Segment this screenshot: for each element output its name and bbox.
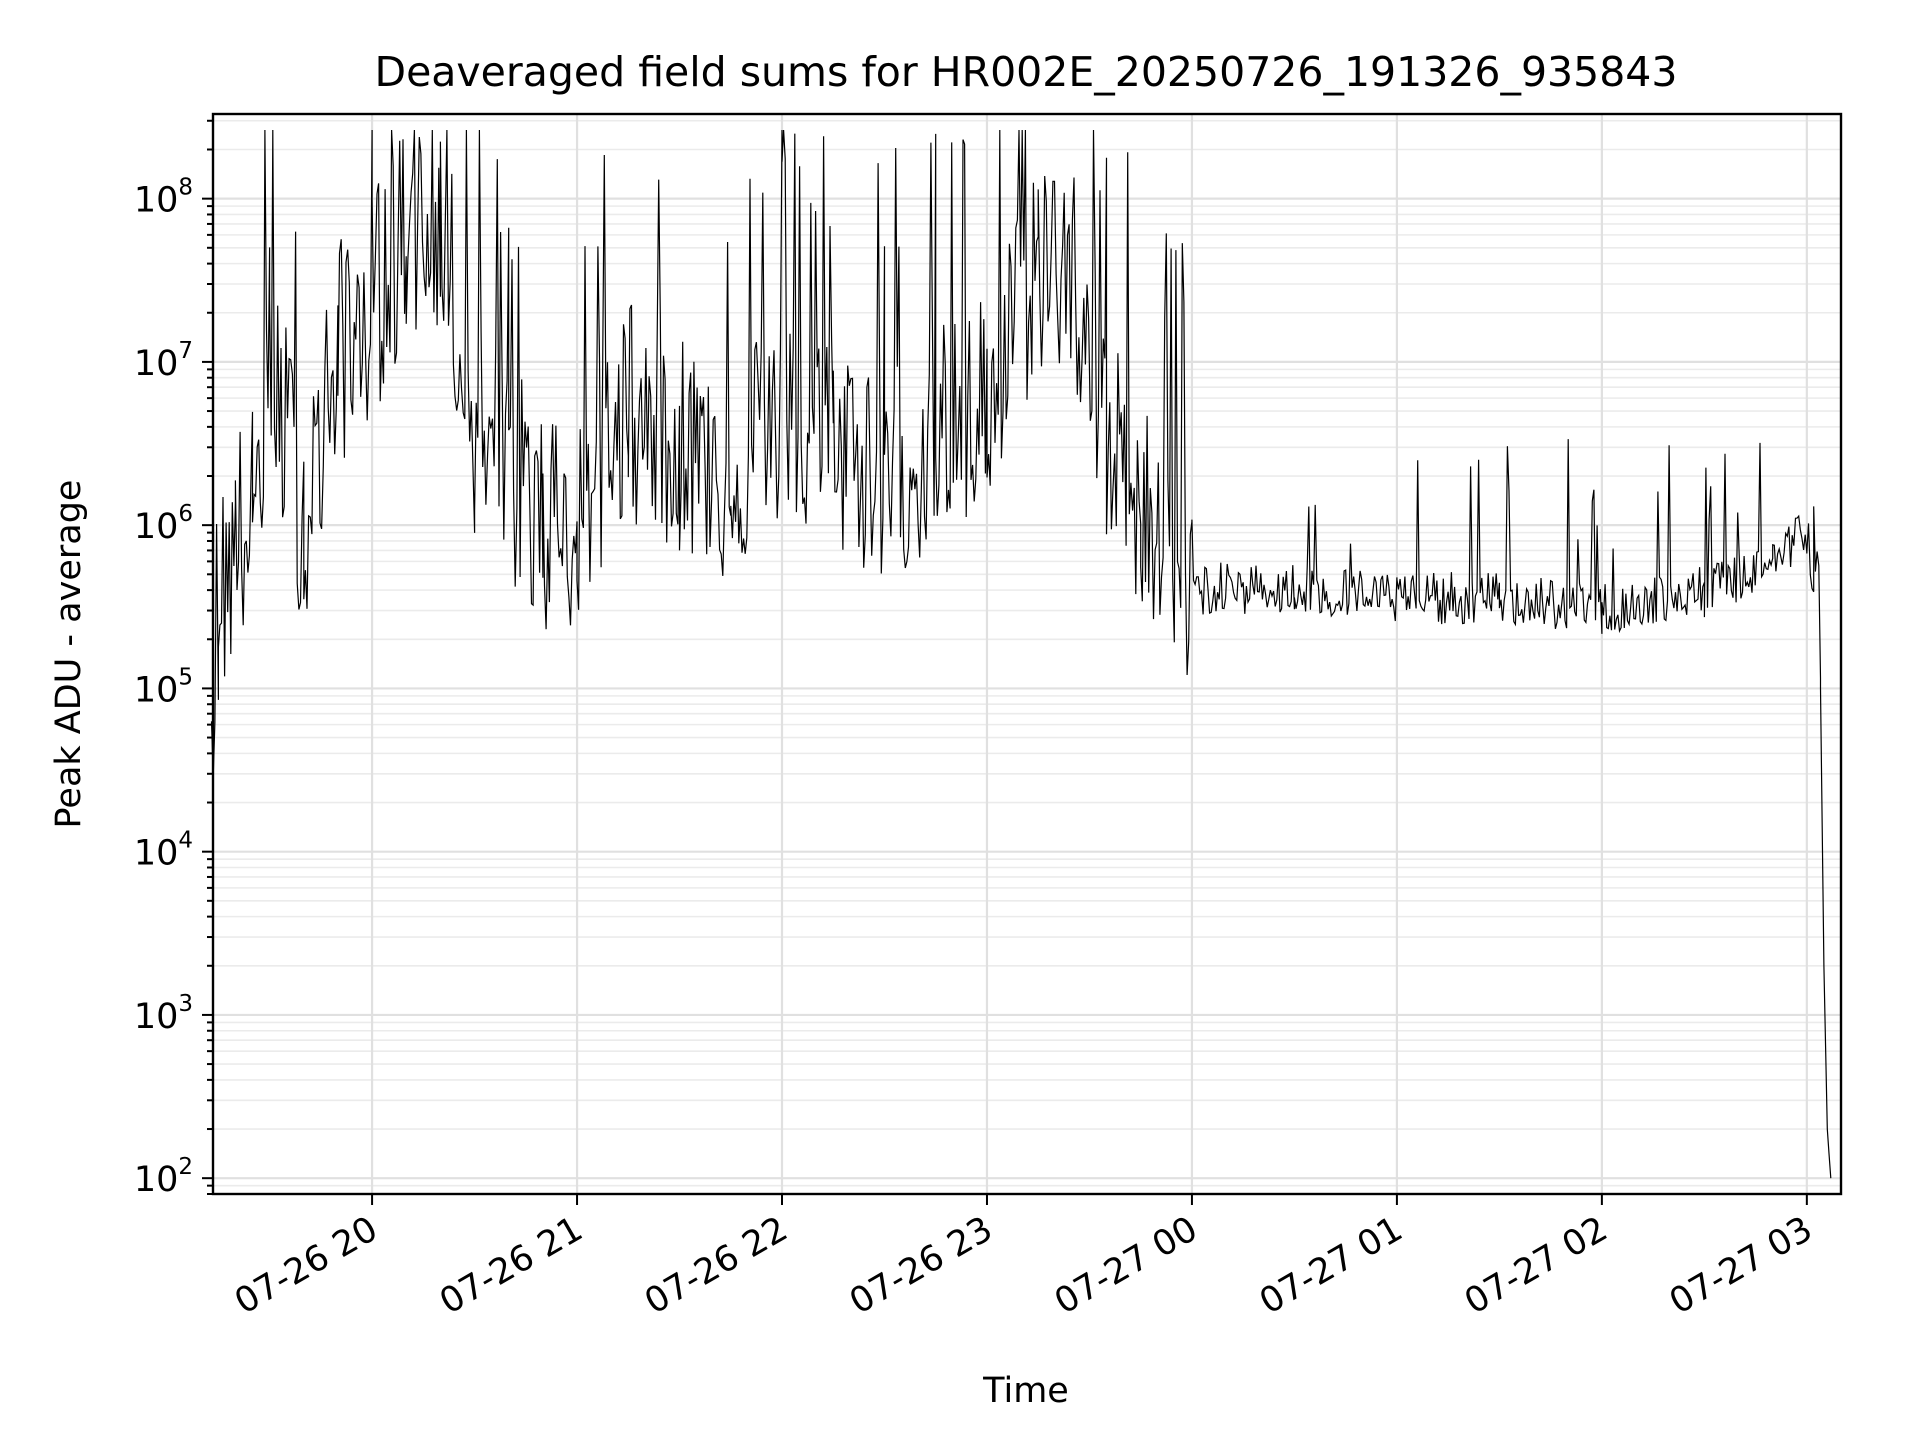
data-layer bbox=[210, 129, 1832, 1179]
y-tick-label: 103 bbox=[134, 991, 193, 1037]
chart-title: Deaveraged field sums for HR002E_2025072… bbox=[375, 48, 1678, 96]
y-tick-label: 106 bbox=[134, 501, 193, 547]
y-tick-label: 107 bbox=[134, 338, 193, 384]
y-tick-label: 108 bbox=[134, 175, 193, 221]
grid bbox=[213, 114, 1841, 1195]
y-axis: 102 103 104 105 106 107 108 bbox=[134, 119, 213, 1200]
y-axis-label: Peak ADU - average bbox=[49, 480, 89, 829]
series-line bbox=[210, 129, 1832, 1179]
x-axis-label: Time bbox=[982, 1371, 1069, 1411]
y-tick-label: 102 bbox=[134, 1154, 193, 1200]
plot-frame bbox=[211, 112, 1843, 1196]
y-tick-label: 105 bbox=[134, 664, 193, 710]
y-tick-label: 104 bbox=[134, 828, 193, 874]
